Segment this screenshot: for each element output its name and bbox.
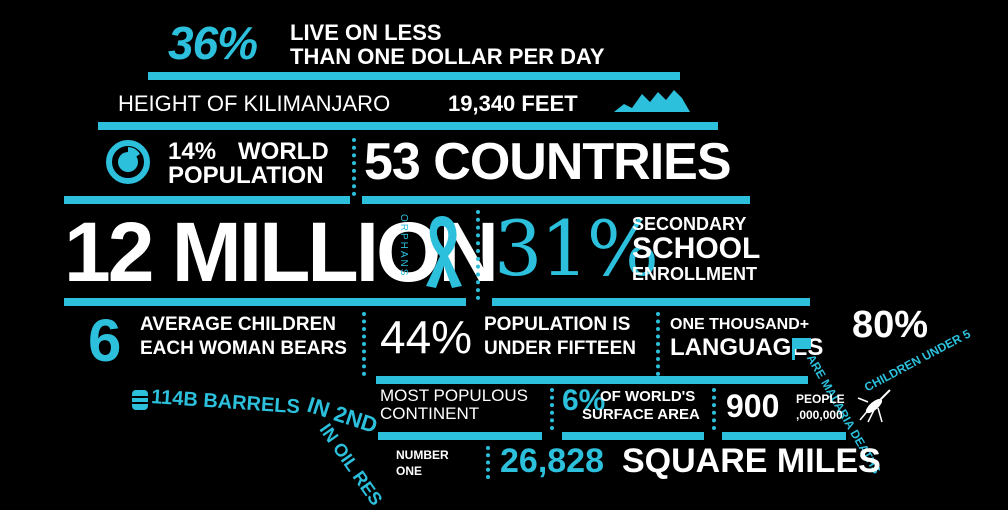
mountain-icon (614, 90, 690, 112)
kilimanjaro-value: 19,340 FEET (448, 91, 578, 116)
barrel-icon (132, 390, 148, 410)
kilimanjaro-label: HEIGHT OF KILIMANJARO (118, 91, 391, 116)
number-one-line1: NUMBER (396, 448, 449, 462)
area-value: 26,828 (500, 442, 604, 480)
dotted-divider (476, 210, 484, 300)
number-one-line2: ONE (396, 464, 423, 478)
school-line2: SCHOOL (632, 232, 761, 265)
orphans-vertical-label: ORPHANS (398, 214, 409, 278)
dotted-divider (550, 388, 558, 430)
divider-bar (64, 196, 350, 204)
people-unit: PEOPLE (796, 392, 845, 406)
world-pop-label2: POPULATION (168, 162, 324, 189)
school-value: 31% (494, 204, 659, 293)
divider-bar (148, 72, 680, 80)
divider-bar (562, 432, 704, 440)
divider-bar (98, 122, 718, 130)
divider-bar (378, 432, 542, 440)
malaria-value: 80% (852, 304, 929, 346)
people-value: 900 (726, 388, 780, 424)
poverty-percent: 36% (168, 17, 258, 69)
poverty-line1: LIVE ON LESS (290, 20, 442, 45)
under15-line2: UNDER FIFTEEN (484, 338, 636, 359)
ribbon-icon (426, 216, 462, 288)
mosquito-icon (857, 389, 891, 423)
world-pop-value: 14% (168, 138, 217, 165)
languages-line1: ONE THOUSAND+ (670, 316, 810, 333)
oil-value: 114B BARRELS (150, 386, 301, 419)
divider-bar (64, 298, 466, 306)
children-value: 6 (88, 307, 122, 374)
divider-bar (492, 298, 810, 306)
divider-bar (362, 196, 750, 204)
school-line1: SECONDARY (632, 214, 747, 234)
orphans-value: 12 MILLION (64, 205, 499, 299)
pie-chart-icon (106, 140, 150, 184)
under15-line1: POPULATION IS (484, 314, 631, 335)
dotted-divider (712, 388, 720, 430)
surface-line1: OF WORLD'S (600, 388, 696, 405)
continent-line1: MOST POPULOUS (380, 386, 528, 405)
under15-value: 44% (380, 311, 473, 363)
school-line3: ENROLLMENT (632, 264, 757, 284)
oil-line3: IN OIL RES (315, 420, 387, 510)
dotted-divider (352, 138, 360, 196)
children-line2: EACH WOMAN BEARS (140, 338, 347, 359)
poverty-line2: THAN ONE DOLLAR PER DAY (290, 44, 605, 69)
divider-bar (722, 432, 846, 440)
children-line1: AVERAGE CHILDREN (140, 314, 336, 335)
dotted-divider (486, 446, 494, 479)
surface-line2: SURFACE AREA (582, 406, 700, 423)
people-suffix: ,000,000 (796, 408, 843, 422)
divider-bar (376, 376, 808, 384)
continent-line2: CONTINENT (380, 404, 480, 423)
surface-value: 6% (562, 384, 606, 417)
countries-value: 53 COUNTRIES (364, 133, 732, 191)
flag-icon (792, 338, 811, 360)
dotted-divider (656, 312, 664, 376)
dotted-divider (362, 312, 370, 376)
world-pop-label1: WORLD (238, 138, 329, 165)
area-unit: SQUARE MILES (622, 442, 881, 480)
